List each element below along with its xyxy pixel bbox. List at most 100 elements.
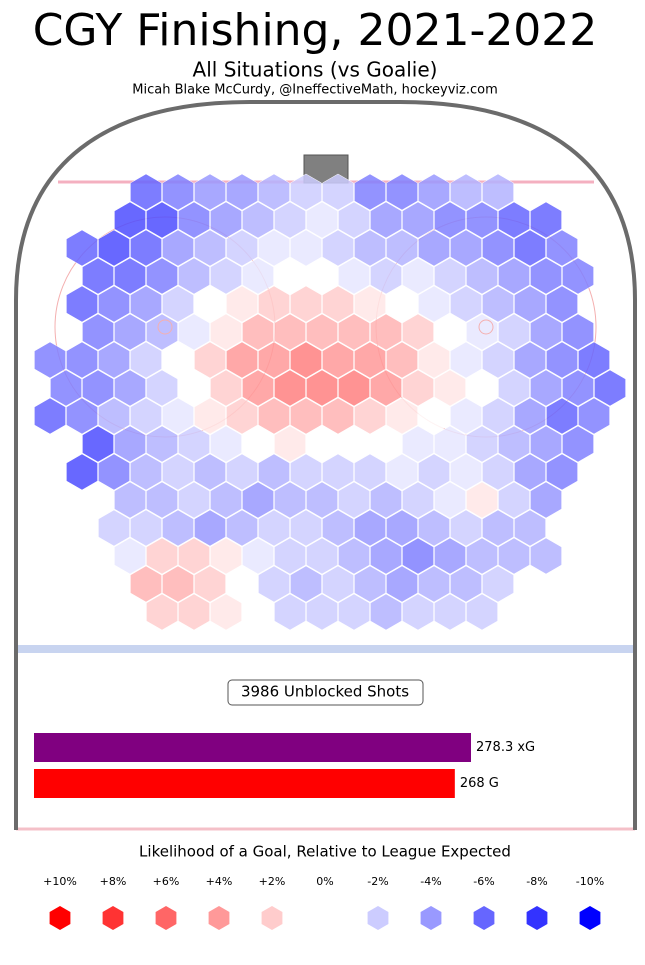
legend-swatch xyxy=(367,906,389,930)
legend-label: +10% xyxy=(43,875,77,888)
hex-cell xyxy=(434,425,466,463)
hex-cell xyxy=(274,257,306,295)
hex-cell xyxy=(338,537,370,575)
hex-cell xyxy=(290,453,322,491)
hex-cell xyxy=(450,341,482,379)
legend-title: Likelihood of a Goal, Relative to League… xyxy=(139,843,511,861)
hex-cell xyxy=(546,397,578,435)
hex-cell xyxy=(418,173,450,211)
hex-cell xyxy=(466,481,498,519)
hex-cell xyxy=(450,173,482,211)
hex-cell xyxy=(354,509,386,547)
hex-cell xyxy=(338,257,370,295)
hex-cell xyxy=(418,341,450,379)
hex-cell xyxy=(258,565,290,603)
hex-cell xyxy=(130,509,162,547)
hex-cell xyxy=(194,341,226,379)
hex-cell xyxy=(162,453,194,491)
hex-cell xyxy=(338,313,370,351)
hex-cell xyxy=(370,257,402,295)
hex-cell xyxy=(434,257,466,295)
hex-cell xyxy=(34,341,66,379)
hex-cell xyxy=(162,285,194,323)
hex-cell xyxy=(418,565,450,603)
hex-cell xyxy=(210,537,242,575)
legend-label: -8% xyxy=(526,875,547,888)
hex-cell xyxy=(98,509,130,547)
hex-cell xyxy=(466,201,498,239)
hex-cell xyxy=(306,257,338,295)
hex-cell xyxy=(178,537,210,575)
hex-cell xyxy=(354,229,386,267)
hex-cell xyxy=(322,341,354,379)
hex-cell xyxy=(402,481,434,519)
hex-cell xyxy=(402,425,434,463)
hex-cell xyxy=(578,341,610,379)
hex-cell xyxy=(530,369,562,407)
hex-cell xyxy=(498,425,530,463)
legend-swatch xyxy=(579,906,601,930)
hex-cell xyxy=(242,313,274,351)
shots-label: 3986 Unblocked Shots xyxy=(241,683,409,701)
hex-cell xyxy=(450,453,482,491)
hex-cell xyxy=(146,313,178,351)
hex-cell xyxy=(386,173,418,211)
hex-cell xyxy=(322,285,354,323)
hex-cell xyxy=(274,537,306,575)
hex-cell xyxy=(306,593,338,631)
hex-cell xyxy=(146,257,178,295)
hex-cell xyxy=(354,397,386,435)
hex-cell xyxy=(210,481,242,519)
hex-cell xyxy=(370,313,402,351)
legend-label: +4% xyxy=(206,875,233,888)
hex-cell xyxy=(130,565,162,603)
hex-cell xyxy=(306,201,338,239)
hex-cell xyxy=(226,565,258,603)
hex-cell xyxy=(130,285,162,323)
hex-cell xyxy=(274,369,306,407)
hex-cell xyxy=(114,369,146,407)
hex-cell xyxy=(178,201,210,239)
legend-label: +2% xyxy=(259,875,286,888)
hex-cell xyxy=(162,173,194,211)
hex-cell xyxy=(514,509,546,547)
legend-label: -10% xyxy=(576,875,604,888)
legend-swatch xyxy=(314,906,336,930)
hex-cell xyxy=(226,453,258,491)
hex-cell xyxy=(194,509,226,547)
hex-cell xyxy=(290,397,322,435)
hex-cell xyxy=(306,425,338,463)
hex-cell xyxy=(354,285,386,323)
hex-cell xyxy=(450,285,482,323)
hex-cell xyxy=(530,201,562,239)
legend-swatch xyxy=(526,906,548,930)
hex-cell xyxy=(258,173,290,211)
hex-cell xyxy=(242,201,274,239)
hex-cell xyxy=(258,229,290,267)
hex-cell xyxy=(354,341,386,379)
boards xyxy=(14,100,637,830)
hex-cell xyxy=(402,201,434,239)
hex-cell xyxy=(130,453,162,491)
hex-cell xyxy=(322,453,354,491)
hex-cell xyxy=(114,313,146,351)
hex-cell xyxy=(370,369,402,407)
hex-cell xyxy=(434,369,466,407)
hex-cell xyxy=(130,397,162,435)
blue-line xyxy=(16,645,635,653)
hex-cell xyxy=(66,397,98,435)
hex-cell xyxy=(98,397,130,435)
hex-cell xyxy=(530,313,562,351)
subtitle: All Situations (vs Goalie) xyxy=(193,58,438,82)
bar xyxy=(34,733,471,762)
hex-cell xyxy=(322,173,354,211)
hex-cell xyxy=(546,341,578,379)
hex-cell xyxy=(322,565,354,603)
hex-cell xyxy=(354,453,386,491)
hex-cell xyxy=(482,285,514,323)
hex-cell xyxy=(434,313,466,351)
hex-cell xyxy=(386,397,418,435)
hex-cell xyxy=(370,201,402,239)
hex-cell xyxy=(418,509,450,547)
